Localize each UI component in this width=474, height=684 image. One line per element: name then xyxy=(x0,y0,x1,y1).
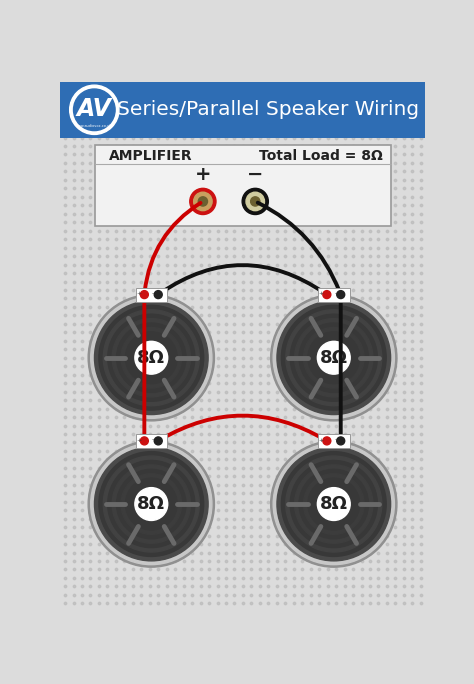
Text: AMPLIFIER: AMPLIFIER xyxy=(109,149,192,163)
Circle shape xyxy=(246,192,264,211)
FancyBboxPatch shape xyxy=(95,145,391,226)
Circle shape xyxy=(121,328,182,388)
Circle shape xyxy=(99,305,204,410)
Circle shape xyxy=(94,447,208,561)
FancyBboxPatch shape xyxy=(318,287,349,302)
Ellipse shape xyxy=(135,341,168,374)
Circle shape xyxy=(117,469,186,539)
Circle shape xyxy=(242,188,268,215)
Circle shape xyxy=(140,291,148,299)
Text: 8Ω: 8Ω xyxy=(137,349,165,367)
Circle shape xyxy=(126,332,177,384)
Circle shape xyxy=(154,437,162,445)
Ellipse shape xyxy=(318,488,350,521)
Text: +: + xyxy=(136,291,141,296)
Circle shape xyxy=(194,192,212,211)
Circle shape xyxy=(91,297,212,419)
Circle shape xyxy=(286,310,382,406)
Circle shape xyxy=(103,456,199,552)
Text: +: + xyxy=(319,438,324,443)
Circle shape xyxy=(198,197,208,206)
Circle shape xyxy=(103,310,199,406)
Circle shape xyxy=(108,460,195,548)
FancyBboxPatch shape xyxy=(318,434,349,448)
Circle shape xyxy=(308,478,360,530)
Circle shape xyxy=(277,447,391,561)
Text: Total Load = 8Ω: Total Load = 8Ω xyxy=(259,149,383,163)
Circle shape xyxy=(282,451,386,557)
FancyBboxPatch shape xyxy=(60,82,425,137)
Circle shape xyxy=(112,465,191,543)
Text: −: − xyxy=(247,165,264,184)
Circle shape xyxy=(140,437,148,445)
Circle shape xyxy=(337,291,345,299)
Ellipse shape xyxy=(135,488,168,521)
Text: +: + xyxy=(195,165,211,184)
Circle shape xyxy=(290,460,377,548)
Text: -: - xyxy=(152,438,154,443)
Circle shape xyxy=(282,305,386,410)
Circle shape xyxy=(303,474,364,534)
Circle shape xyxy=(299,469,368,539)
Text: -: - xyxy=(334,438,337,443)
Circle shape xyxy=(295,465,373,543)
Text: 8Ω: 8Ω xyxy=(320,349,348,367)
Circle shape xyxy=(108,314,195,402)
Circle shape xyxy=(286,456,382,552)
Circle shape xyxy=(190,188,216,215)
Circle shape xyxy=(121,474,182,534)
Circle shape xyxy=(112,319,191,397)
Circle shape xyxy=(73,89,115,131)
Circle shape xyxy=(70,86,119,135)
Circle shape xyxy=(91,443,212,565)
Circle shape xyxy=(271,441,397,567)
Circle shape xyxy=(323,437,331,445)
Text: 8Ω: 8Ω xyxy=(320,495,348,513)
Text: -: - xyxy=(334,291,337,296)
Text: -: - xyxy=(152,291,154,296)
Circle shape xyxy=(277,301,391,415)
Text: +: + xyxy=(319,291,324,296)
Circle shape xyxy=(271,295,397,421)
Text: +: + xyxy=(136,438,141,443)
Circle shape xyxy=(337,437,345,445)
Circle shape xyxy=(154,291,162,299)
Circle shape xyxy=(99,451,204,557)
Circle shape xyxy=(303,328,364,388)
Circle shape xyxy=(251,197,260,206)
Circle shape xyxy=(126,478,177,530)
Ellipse shape xyxy=(318,341,350,374)
Circle shape xyxy=(295,319,373,397)
Circle shape xyxy=(308,332,360,384)
Circle shape xyxy=(273,297,394,419)
Circle shape xyxy=(299,323,368,393)
Circle shape xyxy=(94,301,208,415)
Circle shape xyxy=(290,314,377,402)
Circle shape xyxy=(323,291,331,299)
Circle shape xyxy=(117,323,186,393)
Text: www.audiovox.co.uk: www.audiovox.co.uk xyxy=(76,124,112,128)
FancyBboxPatch shape xyxy=(136,287,167,302)
Text: AV: AV xyxy=(77,97,112,121)
Circle shape xyxy=(88,295,214,421)
FancyBboxPatch shape xyxy=(136,434,167,448)
Text: Series/Parallel Speaker Wiring: Series/Parallel Speaker Wiring xyxy=(117,101,419,119)
Text: 8Ω: 8Ω xyxy=(137,495,165,513)
Circle shape xyxy=(88,441,214,567)
Circle shape xyxy=(273,443,394,565)
